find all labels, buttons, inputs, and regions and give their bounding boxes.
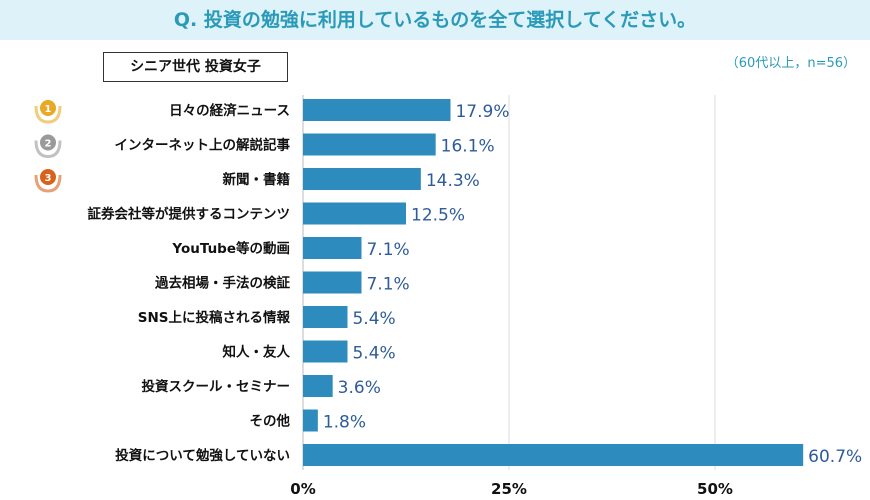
data-label: 12.5%: [411, 206, 465, 226]
category-label: 過去相場・手法の検証: [154, 275, 290, 292]
category-label: 証券会社等が提供するコンテンツ: [88, 206, 291, 223]
bar: [303, 409, 318, 432]
category-label: インターネット上の解説記事: [115, 137, 291, 154]
medal-rank: 2: [45, 139, 52, 150]
category-label: 知人・友人: [223, 344, 291, 361]
medal-rank: 1: [45, 104, 52, 115]
data-label: 17.9%: [455, 102, 509, 122]
x-tick-label: 0%: [290, 480, 315, 498]
laurel-icon: [34, 140, 62, 159]
laurel-icon: [34, 105, 62, 124]
bar: [303, 306, 348, 328]
bar: [303, 168, 421, 190]
category-label: 日々の経済ニュース: [169, 102, 290, 119]
x-tick-label: 25%: [491, 480, 527, 498]
laurel-icon: [34, 174, 62, 193]
bar: [303, 340, 348, 363]
bar: [303, 271, 362, 294]
category-label: 投資について勉強していない: [115, 447, 290, 464]
x-tick-label: 50%: [697, 480, 733, 498]
data-label: 3.6%: [338, 378, 381, 398]
data-label: 60.7%: [808, 447, 862, 467]
category-label: YouTube等の動画: [171, 240, 290, 257]
data-label: 5.4%: [352, 309, 395, 329]
segment-label: シニア世代 投資女子: [103, 52, 288, 82]
header-band: [0, 0, 870, 40]
bar: [303, 99, 451, 121]
medal-icon: [40, 100, 56, 116]
bar: [303, 375, 333, 397]
category-label: その他: [250, 413, 291, 430]
data-label: 14.3%: [426, 171, 480, 191]
bar: [303, 202, 406, 225]
category-label: 新聞・書籍: [223, 171, 291, 188]
bar: [303, 237, 362, 259]
bar: [303, 133, 436, 156]
category-label: SNS上に投稿される情報: [138, 309, 291, 326]
medal-icon: [40, 134, 56, 151]
chart-title: Q. 投資の勉強に利用しているものを全て選択してください。: [173, 9, 697, 31]
medal-icon: [40, 169, 56, 185]
data-label: 16.1%: [441, 137, 495, 157]
data-label: 5.4%: [352, 344, 395, 364]
data-label: 7.1%: [367, 275, 410, 295]
category-label: 投資スクール・セミナー: [142, 378, 291, 395]
data-label: 1.8%: [323, 413, 366, 433]
medal-rank: 3: [45, 173, 52, 184]
bar: [303, 444, 804, 466]
sample-note: （60代以上，n=56）: [725, 56, 856, 71]
data-label: 7.1%: [367, 240, 410, 260]
